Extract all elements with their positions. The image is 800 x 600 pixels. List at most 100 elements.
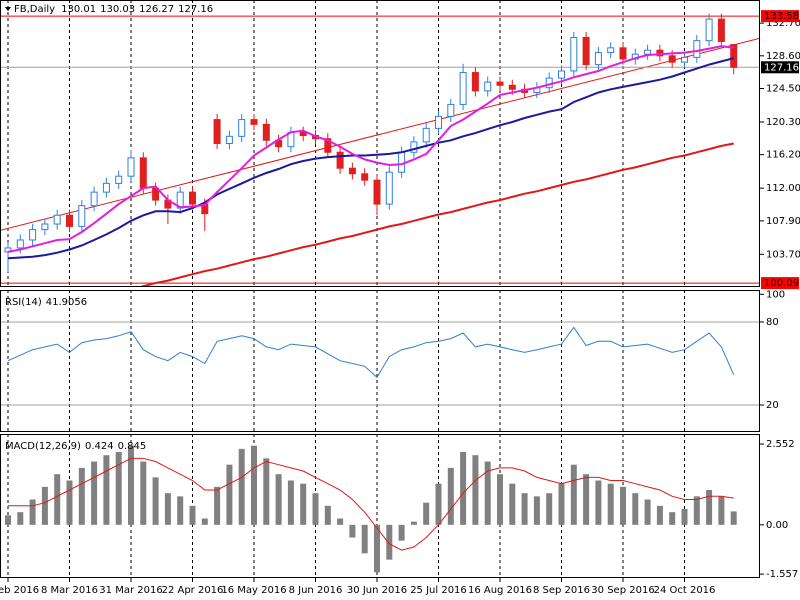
macd-bar (730, 511, 737, 525)
candle-body (29, 229, 37, 241)
panel-border (0, 434, 760, 578)
macd-bar (644, 499, 651, 525)
candle-body (127, 157, 135, 177)
y-tick-label: 120.30 (766, 117, 800, 128)
level-label-bg (761, 277, 799, 290)
y-tick-label: 116.20 (766, 150, 800, 161)
macd-bar (423, 502, 430, 525)
x-tick-label: 24 Oct 2016 (654, 585, 716, 596)
y-tick-label: 128.60 (766, 51, 800, 62)
candle-body (398, 151, 406, 173)
y-tick-label: 132.70 (766, 18, 800, 29)
candle-body (213, 119, 221, 145)
macd-bar (17, 512, 24, 525)
y-tick-label: 20 (766, 400, 779, 411)
candle-body (41, 223, 49, 231)
candle-body (459, 72, 467, 105)
macd-bar (656, 505, 663, 525)
signal-last: 0.845 (118, 441, 147, 452)
candle-body (78, 205, 86, 227)
x-tick-label: 16 May 2016 (221, 585, 286, 596)
candle-body (558, 70, 565, 79)
x-tick-label: 16 Aug 2016 (468, 585, 532, 596)
candle-body (53, 214, 61, 225)
macd-bar (447, 467, 454, 525)
macd-last: 0.424 (85, 441, 114, 452)
macd-bar (164, 493, 171, 525)
macd-bar (361, 524, 368, 554)
macd-bar (521, 493, 528, 525)
macd-bar (669, 512, 676, 525)
level-label: 133.58 (764, 11, 799, 22)
x-tick-label: 30 Sep 2016 (591, 585, 654, 596)
macd-bar (263, 458, 270, 525)
candle-body (410, 141, 418, 153)
macd-bar (681, 509, 688, 525)
candle-body (262, 123, 270, 141)
macd-bar (189, 505, 196, 525)
candle-body (238, 119, 246, 137)
macd-bar (41, 486, 48, 525)
rsi-line (7, 326, 735, 379)
macd-bar (472, 455, 479, 525)
macd-bar (287, 480, 294, 525)
candle-body (66, 214, 73, 227)
candle-body (385, 171, 393, 205)
macd-bar (632, 493, 639, 525)
macd-bar (349, 524, 356, 538)
x-tick-label: 31 Mar 2016 (99, 585, 162, 596)
panel-border (0, 0, 760, 287)
macd-bar (115, 452, 122, 525)
macd-bar (484, 461, 491, 525)
candle-body (250, 119, 258, 125)
x-tick-label: 12 Feb 2016 (0, 585, 39, 596)
candle-body (435, 115, 442, 129)
moving-average (136, 142, 734, 287)
macd-bar (312, 493, 319, 525)
macd-bar (460, 452, 467, 525)
rsi-title: RSI(14) (5, 297, 42, 308)
macd-title: MACD(12,26,9) (5, 441, 81, 452)
panel-0 (0, 0, 760, 287)
last-price-label: 127.16 (764, 62, 799, 73)
candle-body (422, 127, 430, 143)
macd-bar (91, 461, 98, 525)
macd-bar (570, 464, 577, 525)
macd-bar (435, 483, 442, 525)
x-tick-label: 8 Sep 2016 (533, 585, 590, 596)
candle-body (570, 36, 578, 72)
y-tick-label: 100 (766, 289, 785, 300)
candle-body (373, 179, 381, 205)
candle-body (730, 44, 738, 68)
candle-body (225, 135, 233, 144)
candle-body (681, 56, 688, 63)
last-close: 127.16 (178, 4, 213, 15)
candle-body (619, 47, 627, 60)
x-tick-label: 30 Jun 2016 (347, 585, 407, 596)
macd-bar (374, 524, 380, 573)
candle-body (471, 72, 479, 92)
macd-bar (54, 474, 61, 525)
macd-bar (103, 455, 110, 525)
macd-bar (226, 464, 233, 525)
macd-bar (324, 505, 331, 525)
x-tick-label: 25 Jul 2016 (410, 585, 467, 596)
candle-body (348, 167, 356, 175)
rsi-header: RSI(14) 41.9056 (5, 297, 87, 308)
candle-body (90, 191, 98, 207)
last-low: 126.27 (139, 4, 174, 15)
macd-bar (140, 461, 147, 525)
last-open: 130.01 (61, 4, 96, 15)
macd-bar (718, 496, 725, 525)
macd-bar (595, 480, 602, 525)
candle-body (668, 55, 676, 63)
macd-bar (201, 518, 208, 525)
candle-body (717, 18, 725, 42)
level-label-bg (761, 10, 799, 23)
macd-bar (66, 480, 73, 525)
macd-bar (607, 483, 614, 525)
panel-border (0, 290, 760, 432)
candle-body (152, 187, 160, 201)
